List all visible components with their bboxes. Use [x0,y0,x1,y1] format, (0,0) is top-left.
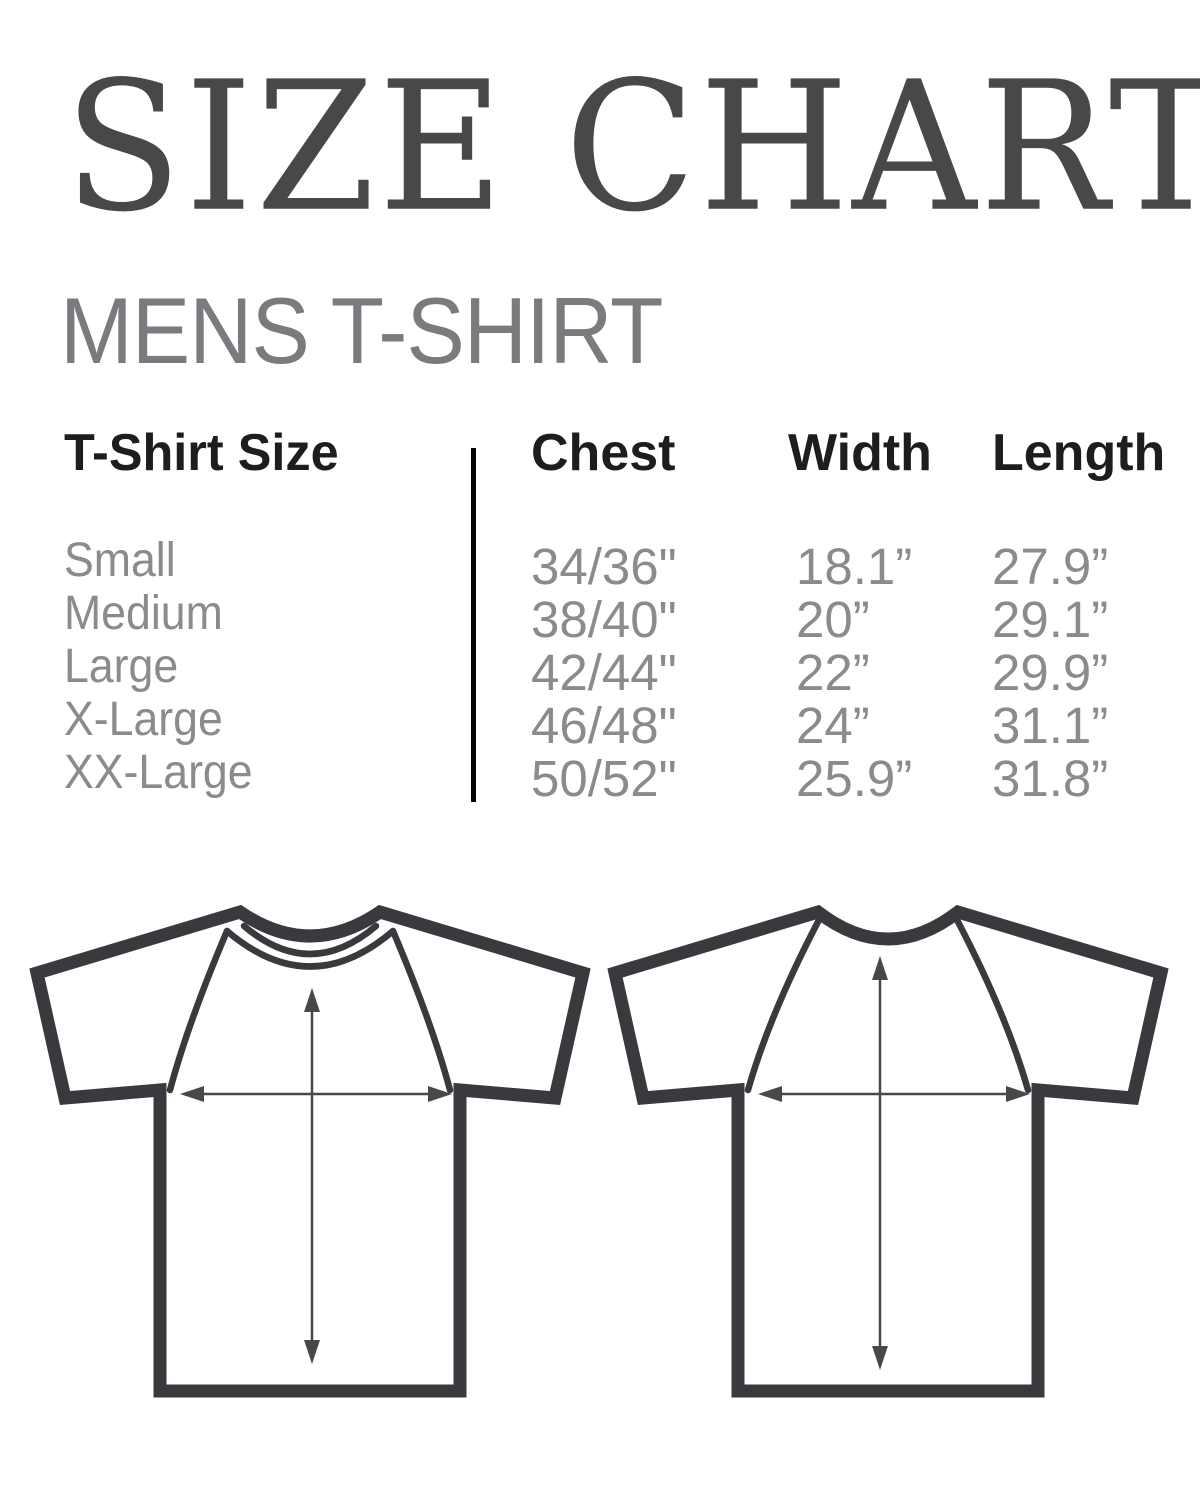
table-row: XX-Large 50/52" 25.9” 31.8” [0,749,1200,805]
collar-outer-arc [223,927,397,970]
width-value: 20” [796,591,870,648]
right-sleeve-seam [952,914,1032,1094]
right-sleeve-seam [389,927,454,1094]
left-sleeve-seam [744,914,824,1094]
page-title: SIZE CHART [64,42,1200,252]
column-header-length: Length [992,424,1166,482]
width-value: 18.1” [796,538,913,595]
length-value: 29.9” [992,644,1109,701]
tshirt-front-outline [29,904,591,1398]
size-label: Small [64,534,176,587]
size-label: X-Large [64,693,223,746]
table-divider-line [471,448,476,802]
width-value: 24” [796,697,870,754]
column-header-width: Width [788,424,932,482]
length-value: 31.1” [992,697,1109,754]
length-value: 31.8” [992,750,1109,807]
size-label: Large [64,640,179,693]
length-value: 27.9” [992,538,1109,595]
page-subtitle: MENS T-SHIRT [60,278,663,383]
width-arrow [180,1086,452,1102]
table-row: Small 34/36" 18.1” 27.9” [0,537,1200,593]
chest-value: 34/36" [531,538,677,595]
left-sleeve-seam [166,927,231,1094]
table-row: X-Large 46/48" 24” 31.1” [0,696,1200,752]
chest-value: 46/48" [531,697,677,754]
tshirt-back-outline [607,904,1169,1398]
width-value: 25.9” [796,750,913,807]
column-header-chest: Chest [531,424,676,482]
chest-value: 42/44" [531,644,677,701]
length-value: 29.1” [992,591,1109,648]
size-label: XX-Large [64,746,253,799]
chest-value: 50/52" [531,750,677,807]
column-header-size: T-Shirt Size [64,424,339,482]
table-row: Medium 38/40" 20” 29.1” [0,590,1200,646]
chest-value: 38/40" [531,591,677,648]
size-label: Medium [64,587,223,640]
width-arrow [758,1086,1030,1102]
length-arrow [872,956,888,1370]
collar-inner-arc [240,922,380,958]
length-arrow [304,988,320,1364]
tshirt-front-diagram [29,904,591,1398]
table-row: Large 42/44" 22” 29.9” [0,643,1200,699]
width-value: 22” [796,644,870,701]
tshirt-back-diagram [607,904,1169,1398]
